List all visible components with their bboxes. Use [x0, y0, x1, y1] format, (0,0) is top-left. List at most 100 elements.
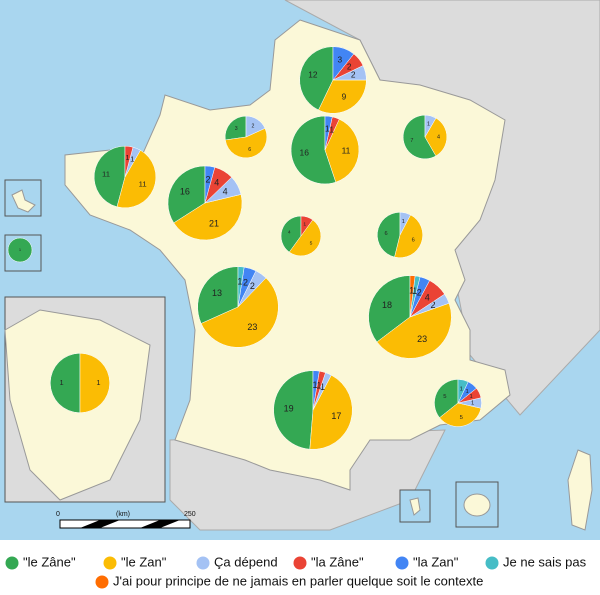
pie-value-label: 1 [320, 382, 325, 392]
pie-slice [434, 379, 459, 419]
pie-value-label: 2 [250, 281, 255, 291]
pie-slice [273, 370, 314, 450]
pie-value-label: 2 [417, 287, 422, 297]
pie-slice [280, 215, 302, 253]
pie-value-label: 2 [347, 61, 352, 71]
pie-slice [290, 115, 337, 185]
pie-slice [288, 219, 322, 257]
scale-bar-segment [80, 520, 120, 528]
legend-label: Je ne sais pas [503, 554, 587, 569]
pie-value-label: 1 [19, 247, 22, 252]
pie-value-label: 3 [338, 55, 343, 65]
pie-value-label: 1 [329, 124, 334, 134]
pie-value-label: 3 [235, 126, 238, 132]
pie-value-label: 4 [425, 292, 430, 302]
pie-value-label: 1 [130, 154, 134, 163]
legend-swatch [395, 556, 409, 570]
pie-slice [318, 79, 367, 114]
pie-slice [312, 370, 320, 411]
pie-value-label: 4 [437, 134, 440, 140]
pie-value-label: 2 [430, 300, 435, 310]
pie-value-label: 4 [214, 178, 219, 188]
pie: 12 9 223 [299, 46, 367, 114]
pie-value-label: 11 [102, 170, 110, 179]
pie-value-label: 16 [180, 186, 190, 196]
pie-slice [124, 145, 134, 178]
pie-value-label: 1 [402, 219, 405, 225]
pie-slice [324, 115, 333, 151]
pie-slice [309, 374, 353, 450]
pie-slice [424, 114, 437, 138]
pie-value-label: 23 [417, 334, 427, 344]
corsica [567, 449, 593, 531]
pie-slice [324, 118, 360, 183]
pie-value-label: 4 [288, 229, 291, 235]
legend-label: "le Zan" [121, 554, 167, 569]
pie-value-label: 6 [248, 147, 251, 153]
legend-swatch [196, 556, 210, 570]
pie-slice [93, 145, 126, 208]
pie-slice [50, 353, 81, 413]
mayotte [409, 497, 421, 516]
pie-value-label: 13 [212, 288, 222, 298]
pie-value-label: 11 [342, 145, 351, 155]
pie-value-label: 1 [312, 380, 317, 390]
legend-item: Ça dépend [196, 554, 278, 570]
legend-item: J'ai pour principe de ne jamais en parle… [95, 573, 483, 589]
legend-item: "le Zâne" [5, 554, 76, 570]
legend-item: Je ne sais pas [485, 554, 587, 570]
pie-value-label: 11 [139, 179, 147, 188]
pie-value-label: 2 [351, 70, 356, 80]
pie-value-label: 1 [325, 123, 330, 133]
pie-value-label: 1 [316, 381, 321, 391]
pie-slice [299, 46, 334, 111]
scale-bar-frame [59, 519, 191, 529]
pie-value-label: 1 [427, 121, 430, 127]
legend-swatch [95, 575, 109, 589]
pie-value-label: 6 [384, 231, 387, 237]
pie-value-label: 5 [443, 394, 447, 400]
scale-start: 0 [56, 511, 60, 518]
pie-slice [116, 149, 157, 209]
pie-slice [7, 237, 33, 263]
pie-slice [332, 46, 355, 81]
pie-slice [237, 266, 245, 308]
legend-swatch [293, 556, 307, 570]
legend-item: "le Zan" [103, 554, 167, 570]
pie-slice [376, 302, 452, 359]
pie-value-label: 21 [209, 219, 219, 229]
pie-slice [79, 353, 110, 413]
pie-slice [225, 127, 268, 159]
pie-slice [457, 379, 469, 404]
pie-slice [204, 165, 216, 204]
pie-value-label: 12 [308, 70, 318, 80]
pie-value-label: 1 [237, 276, 242, 286]
legend-item: "la Zâne" [293, 554, 364, 570]
pie-value-label: 19 [284, 403, 294, 413]
legend-label: "le Zâne" [23, 554, 76, 569]
pie-value-label: 1 [409, 286, 414, 296]
scale-bar: 0 (km) 250 [56, 511, 196, 529]
pie-value-label: 6 [412, 237, 415, 243]
pie-value-label: 1 [465, 389, 468, 395]
pie: 3 6 2 [224, 115, 268, 159]
guadeloupe [11, 189, 36, 213]
pie-value-label: 5 [310, 241, 313, 247]
scale-end: 250 [184, 511, 196, 518]
pie-value-label: 5 [460, 415, 464, 421]
pie-value-label: 1 [412, 286, 417, 296]
reunion [463, 493, 491, 517]
pie-value-label: 1 [125, 153, 129, 162]
legend-item: "la Zan" [395, 554, 459, 570]
pie: 1 [7, 237, 33, 263]
legend-label: J'ai pour principe de ne jamais en parle… [113, 573, 483, 588]
legend-swatch [485, 556, 499, 570]
pie-value-label: 4 [223, 186, 228, 196]
pie-slice [173, 194, 243, 241]
